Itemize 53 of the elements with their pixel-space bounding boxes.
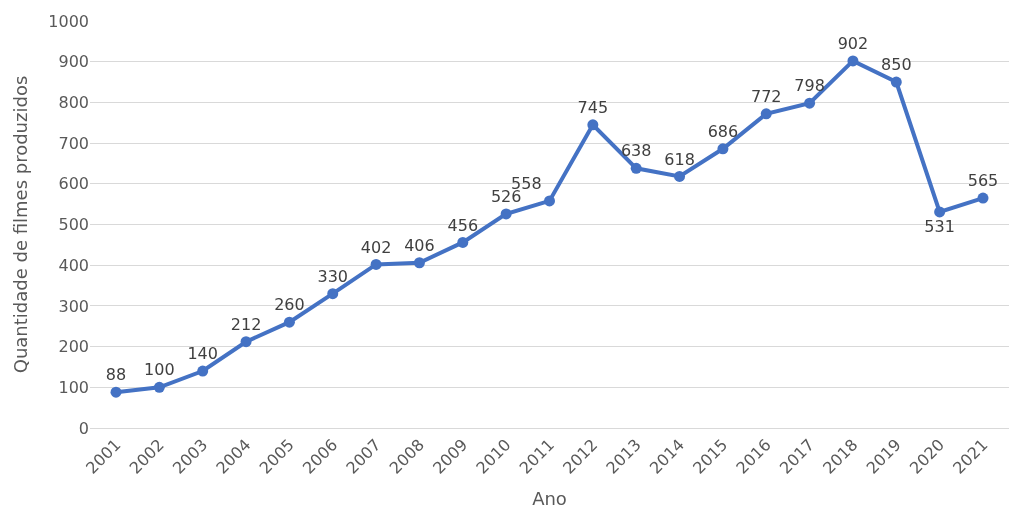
point (847, 55, 859, 67)
y-tick-label: 700 (58, 133, 89, 153)
data-label: 402 (360, 237, 392, 257)
point (934, 206, 946, 218)
y-tick-label: 300 (58, 296, 89, 316)
point (110, 386, 122, 398)
y-tick-label: 0 (78, 418, 89, 438)
y-tick-label: 100 (58, 377, 89, 397)
point (283, 316, 295, 328)
y-tick-label: 900 (58, 52, 89, 72)
data-label: 456 (447, 215, 479, 235)
data-label: 531 (924, 216, 955, 236)
data-label: 618 (664, 149, 695, 169)
point (630, 162, 642, 174)
point (587, 119, 599, 131)
data-label: 902 (837, 34, 869, 54)
data-label: 100 (144, 360, 175, 380)
point (500, 208, 512, 220)
y-tick-label: 500 (58, 215, 89, 235)
data-label: 798 (794, 76, 825, 96)
y-axis-title: Quantidade de filmes produzidos (10, 75, 32, 374)
point (153, 381, 165, 393)
point (760, 108, 772, 120)
point (197, 365, 209, 377)
y-tick-label: 200 (58, 337, 89, 357)
data-label: 850 (881, 55, 912, 75)
data-label: 745 (577, 97, 609, 117)
data-label: 140 (187, 344, 218, 364)
point (890, 76, 902, 88)
point (457, 236, 469, 248)
y-tick-label: 1000 (48, 11, 89, 31)
point (717, 143, 729, 155)
point (544, 195, 555, 207)
data-label: 638 (620, 141, 652, 161)
data-label: 260 (274, 295, 305, 315)
x-axis-title: Ano (532, 487, 567, 509)
data-label: 212 (230, 314, 262, 334)
data-label: 406 (404, 235, 435, 255)
point (327, 288, 339, 300)
data-label: 565 (967, 171, 999, 191)
point (977, 192, 989, 204)
point (674, 170, 686, 182)
data-label: 772 (750, 86, 782, 106)
point (240, 336, 252, 348)
point (370, 258, 382, 270)
y-tick-label: 800 (58, 93, 89, 112)
y-tick-label: 400 (58, 255, 89, 275)
y-tick-label: 600 (58, 174, 89, 194)
data-label: 88 (105, 365, 127, 385)
data-label: 330 (317, 266, 349, 286)
point (413, 257, 425, 269)
data-label: 686 (707, 121, 739, 141)
point (804, 97, 816, 109)
